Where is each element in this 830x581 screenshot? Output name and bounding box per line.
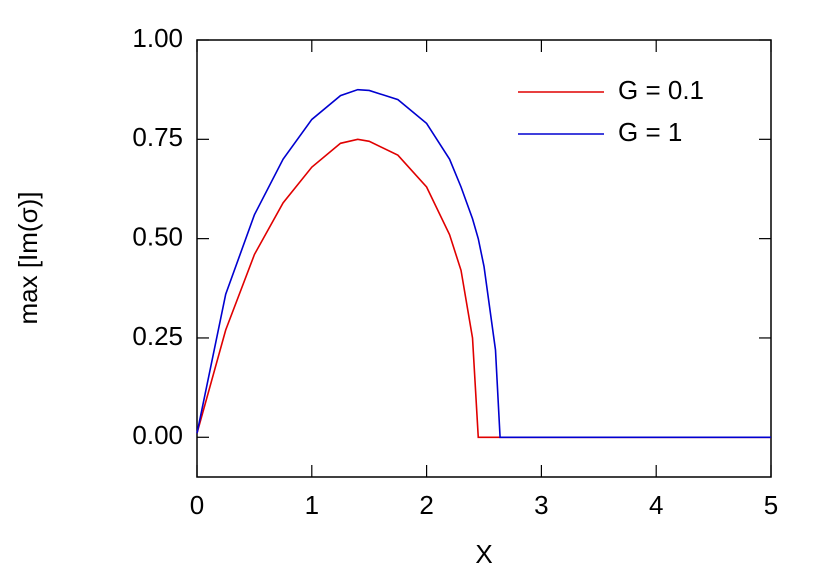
x-tick-label: 5 — [764, 490, 778, 520]
legend-label: G = 1 — [618, 117, 682, 147]
x-tick-label: 0 — [190, 490, 204, 520]
y-tick-label: 0.50 — [132, 222, 183, 252]
y-tick-label: 0.00 — [132, 420, 183, 450]
legend-label: G = 0.1 — [618, 75, 704, 105]
x-tick-label: 1 — [305, 490, 319, 520]
data-line — [196, 88, 771, 439]
plot-frame — [196, 39, 772, 478]
x-axis-label: X — [475, 539, 492, 569]
y-tick-label: 0.25 — [132, 321, 183, 351]
data-line — [196, 138, 771, 439]
x-tick-label: 4 — [649, 490, 663, 520]
y-tick-label: 0.75 — [132, 122, 183, 152]
x-tick-label: 2 — [419, 490, 433, 520]
y-axis-label: max [Im(σ)] — [13, 191, 43, 324]
y-tick-label: 1.00 — [132, 23, 183, 53]
x-tick-label: 3 — [534, 490, 548, 520]
